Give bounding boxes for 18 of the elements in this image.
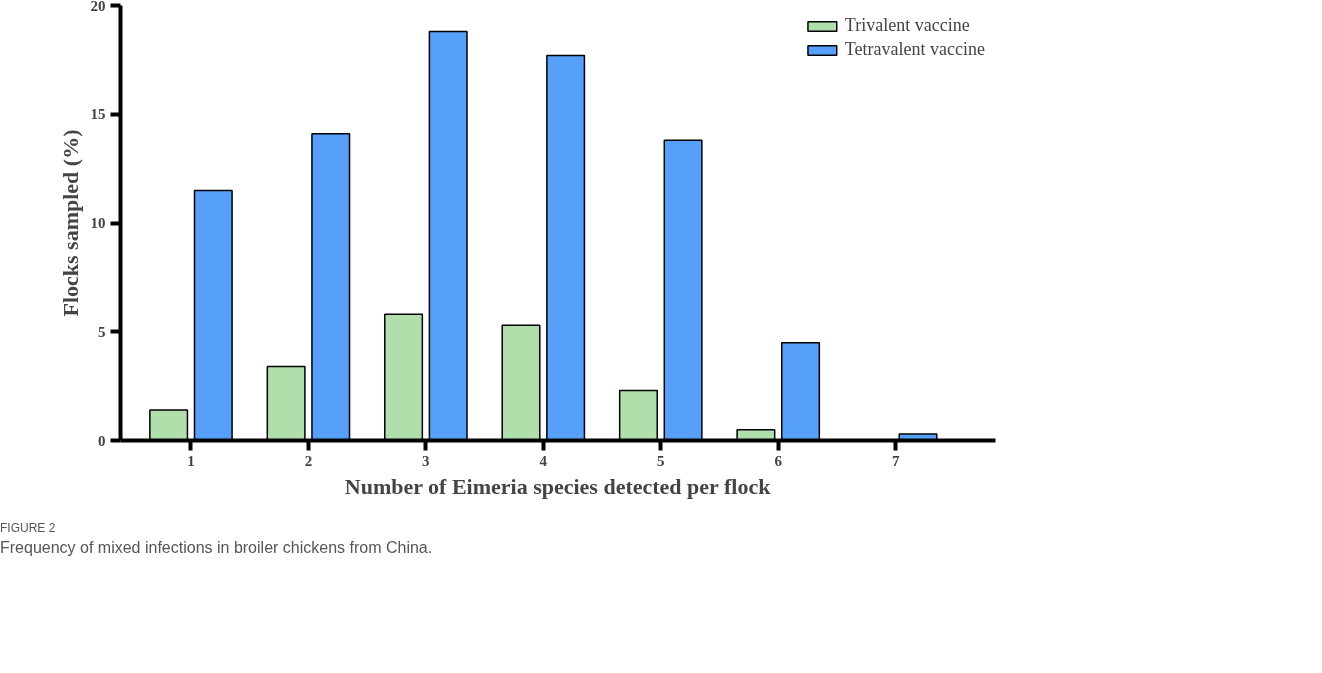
x-tick-label: 4 — [539, 452, 548, 469]
x-axis-title: Number of Eimeria species detected per flock — [344, 473, 772, 499]
x-tick-label: 3 — [422, 452, 430, 469]
legend-label: Trivalent vaccine — [844, 15, 970, 36]
y-tick-label: 5 — [98, 323, 106, 340]
x-tick-label: 7 — [891, 452, 900, 469]
caption: FIGURE 2 — [0, 520, 56, 537]
text: Frequency of mixed infections in broiler chickens from China. — [0, 538, 433, 559]
x-tick-label: 2 — [304, 452, 313, 469]
legend-label: Tetravalent vaccine — [844, 39, 985, 60]
x-tick-label: 1 — [187, 452, 195, 469]
y-tick-label: 20 — [90, 0, 106, 14]
y-tick-label: 15 — [90, 106, 106, 123]
x-tick-label: 5 — [657, 452, 665, 469]
y-axis-title: Flocks sampled (%) — [57, 129, 83, 317]
y-tick-label: 0 — [98, 432, 106, 449]
x-tick-label: 6 — [774, 452, 783, 469]
y-tick-label: 10 — [90, 215, 106, 231]
